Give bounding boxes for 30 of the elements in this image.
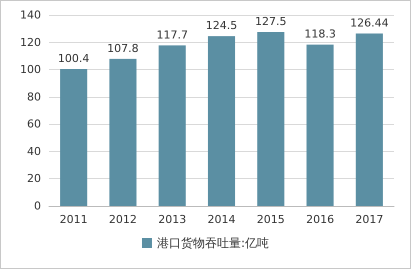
- bar: [356, 34, 383, 206]
- x-tick-label: 2012: [108, 213, 137, 226]
- bar: [60, 69, 88, 206]
- data-label: 107.8: [107, 42, 139, 55]
- y-tick-label: 0: [34, 200, 41, 212]
- bar: [158, 45, 186, 206]
- data-label: 127.5: [255, 15, 287, 28]
- y-tick-label: 20: [27, 172, 41, 186]
- data-label: 126.44: [350, 16, 389, 30]
- x-tick-label: 2013: [158, 213, 186, 226]
- y-tick-label: 80: [27, 90, 41, 104]
- y-tick-label: 140: [20, 8, 41, 22]
- y-tick-label: 100: [20, 63, 41, 76]
- x-tick-label: 2015: [256, 213, 285, 226]
- x-tick-label: 2017: [355, 213, 384, 226]
- x-tick-label: 2014: [208, 213, 236, 226]
- bar: [208, 36, 236, 206]
- data-label: 118.3: [304, 28, 336, 41]
- bar: [109, 58, 136, 206]
- data-label: 100.4: [58, 52, 90, 66]
- data-label: 124.5: [206, 19, 238, 32]
- legend-label: 港口货物吞吐量:亿吨: [156, 236, 270, 250]
- bar: [306, 44, 334, 206]
- y-tick-label: 60: [27, 118, 41, 131]
- y-tick-label: 120: [20, 36, 41, 49]
- y-tick-label: 40: [27, 144, 41, 158]
- x-tick-label: 2011: [60, 213, 88, 226]
- bar: [257, 32, 284, 206]
- x-tick-label: 2016: [306, 213, 334, 226]
- data-label: 117.7: [156, 28, 188, 42]
